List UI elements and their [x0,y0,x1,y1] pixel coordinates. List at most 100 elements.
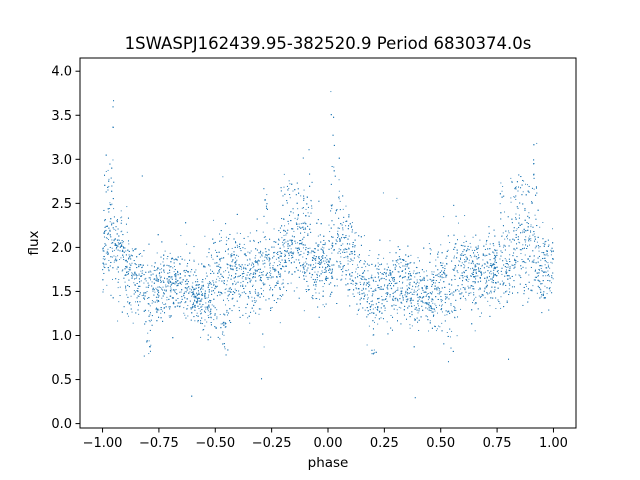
data-point [295,242,297,244]
data-point [464,259,466,261]
data-point [204,266,206,268]
data-point [310,199,312,201]
data-point [117,287,119,289]
data-point [121,216,123,218]
data-point [203,266,205,268]
data-point [464,297,466,299]
data-point [499,302,501,304]
data-point [476,263,478,265]
data-point [235,268,237,270]
data-point [323,239,325,241]
data-point [247,317,249,319]
data-point [500,296,502,298]
data-point [255,271,257,273]
data-point [173,271,175,273]
data-point [306,270,308,272]
data-point [413,291,415,293]
data-point [290,251,292,253]
data-point [337,230,339,232]
data-point [297,208,299,210]
data-point [296,219,298,221]
data-point [201,286,203,288]
data-point [351,275,353,277]
data-point [295,259,297,261]
data-point [373,280,375,282]
data-point [472,236,474,238]
data-point [450,293,452,295]
data-point [128,258,130,260]
data-point [408,283,410,285]
data-point [257,259,259,261]
data-point [427,299,429,301]
data-point [284,255,286,257]
data-point [173,282,175,284]
data-point [207,296,209,298]
data-point [528,212,530,214]
data-point [243,267,245,269]
data-point [187,305,189,307]
data-point [444,272,446,274]
data-point [389,281,391,283]
data-point [140,253,142,255]
data-point [140,280,142,282]
data-point [184,272,186,274]
data-point [106,250,108,252]
data-point [478,269,480,271]
data-point [391,305,392,307]
data-point [436,328,438,330]
data-point [341,274,343,276]
data-point [253,239,255,241]
data-point [418,305,420,307]
data-point [260,308,262,310]
data-point [131,262,133,264]
data-point [373,349,375,351]
data-point [446,293,448,295]
data-point [356,264,358,266]
data-point [278,230,280,232]
data-point [352,283,354,285]
data-point [520,253,522,255]
data-point [539,281,541,283]
data-point [429,320,431,322]
data-point [228,300,230,302]
data-point [550,254,552,256]
data-point [449,288,451,290]
data-point [172,267,174,269]
data-point [516,243,518,245]
data-point [240,282,242,284]
data-point [190,307,192,309]
data-point [293,251,295,253]
data-point [291,239,293,241]
data-point [286,290,287,292]
data-point [194,294,196,296]
plot-area [80,58,576,428]
data-point [339,252,341,254]
data-point [484,255,486,257]
data-point [323,247,325,249]
data-point [345,274,347,276]
data-point [468,249,470,251]
data-point [505,269,507,271]
data-point [186,287,188,289]
data-point [130,304,132,306]
data-point [205,278,207,280]
data-point [149,314,151,316]
data-point [217,265,219,267]
data-point [169,266,171,268]
data-point [268,260,270,262]
data-point [183,293,185,295]
data-point [308,252,310,254]
data-point [429,278,431,280]
data-point [432,279,434,281]
data-point [495,250,497,252]
data-point [518,214,520,216]
data-point [218,280,220,282]
data-point [226,280,228,282]
data-point [377,323,379,325]
data-point [169,272,171,274]
data-point [509,254,511,256]
data-point [355,232,357,234]
data-point [161,297,163,299]
data-point [398,263,400,265]
data-point [283,246,285,248]
